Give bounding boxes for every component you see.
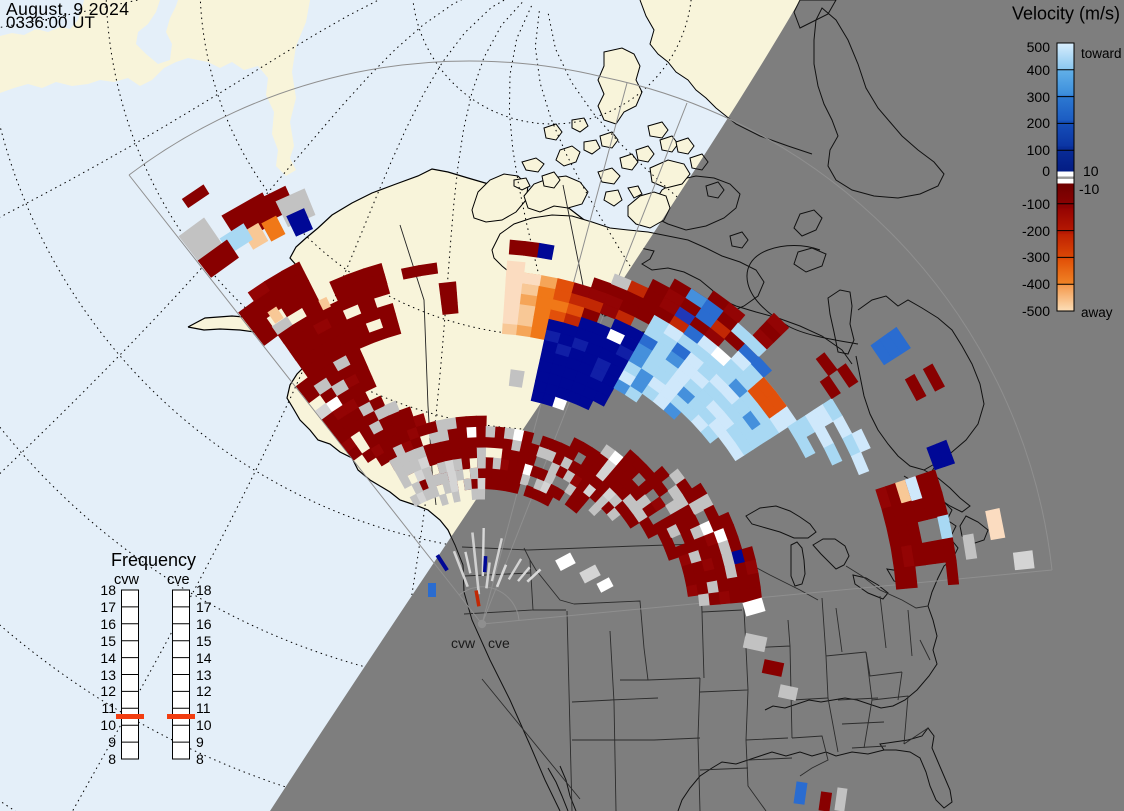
svg-text:100: 100 <box>1027 142 1051 158</box>
svg-text:Velocity (m/s): Velocity (m/s) <box>1012 4 1120 24</box>
svg-text:11: 11 <box>196 700 211 716</box>
svg-text:toward: toward <box>1081 46 1122 61</box>
svg-text:14: 14 <box>100 650 116 666</box>
svg-text:300: 300 <box>1027 89 1051 105</box>
svg-text:0: 0 <box>1042 163 1050 179</box>
svg-text:8: 8 <box>108 751 116 767</box>
svg-text:200: 200 <box>1027 115 1051 131</box>
svg-text:500: 500 <box>1027 39 1051 55</box>
svg-text:10: 10 <box>196 717 212 733</box>
svg-text:cvw: cvw <box>451 635 476 651</box>
svg-text:-200: -200 <box>1022 223 1050 239</box>
svg-text:0336:00 UT: 0336:00 UT <box>6 13 95 32</box>
svg-text:11: 11 <box>101 700 116 716</box>
svg-text:17: 17 <box>196 599 212 615</box>
svg-text:away: away <box>1081 305 1113 320</box>
svg-text:13: 13 <box>196 667 212 683</box>
svg-text:cve: cve <box>488 635 510 651</box>
svg-text:14: 14 <box>196 650 212 666</box>
svg-text:-10: -10 <box>1079 181 1099 197</box>
svg-text:18: 18 <box>196 582 212 598</box>
svg-text:August, 9 2024: August, 9 2024 <box>6 0 129 19</box>
svg-text:18: 18 <box>100 582 116 598</box>
svg-text:12: 12 <box>196 683 212 699</box>
svg-text:9: 9 <box>196 734 204 750</box>
svg-text:15: 15 <box>196 633 212 649</box>
svg-text:400: 400 <box>1027 62 1051 78</box>
svg-text:-100: -100 <box>1022 196 1050 212</box>
svg-text:10: 10 <box>1083 163 1099 179</box>
svg-text:8: 8 <box>196 751 204 767</box>
svg-text:9: 9 <box>108 734 116 750</box>
svg-text:cve: cve <box>167 572 190 588</box>
svg-text:16: 16 <box>196 616 212 632</box>
svg-text:12: 12 <box>100 683 116 699</box>
svg-text:15: 15 <box>100 633 116 649</box>
svg-text:17: 17 <box>100 599 116 615</box>
svg-text:13: 13 <box>100 667 116 683</box>
svg-text:16: 16 <box>100 616 116 632</box>
svg-text:cvw: cvw <box>114 572 140 588</box>
svg-text:-400: -400 <box>1022 276 1050 292</box>
svg-text:Frequency: Frequency <box>111 550 196 570</box>
svg-text:-300: -300 <box>1022 249 1050 265</box>
svg-text:-500: -500 <box>1022 303 1050 319</box>
svg-text:10: 10 <box>100 717 116 733</box>
